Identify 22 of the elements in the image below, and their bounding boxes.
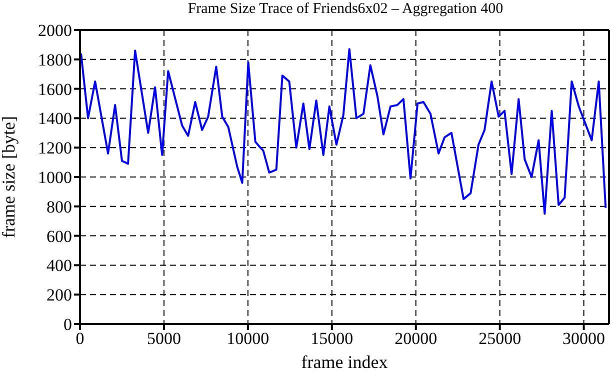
line-series (80, 48, 607, 215)
y-tick-label: 2000 (38, 21, 72, 40)
x-tick-label: 20000 (394, 329, 438, 348)
y-tick-label: 800 (46, 197, 72, 216)
y-tick-label: 600 (46, 226, 72, 246)
x-tick-label: 15000 (310, 329, 354, 348)
y-tick-label: 1400 (38, 109, 72, 128)
y-tick-label: 1200 (38, 138, 72, 158)
y-tick-label: 1000 (38, 168, 72, 188)
y-tick-label: 1800 (38, 50, 72, 70)
x-tick-label: 25000 (478, 329, 522, 348)
chart-title: Frame Size Trace of Friends6x02 – Aggregation 400 (186, 1, 504, 18)
x-tick-label: 30000 (562, 329, 606, 348)
x-tick-label: 5000 (146, 329, 181, 348)
x-tick-label: 0 (76, 329, 84, 348)
y-axis-title: frame size [byte] (0, 116, 18, 238)
y-tick-label: 0 (64, 315, 72, 334)
y-tick-label: 400 (46, 256, 72, 276)
y-tick-label: 1600 (38, 80, 72, 99)
x-axis-title: frame index (301, 352, 388, 372)
x-tick-label: 10000 (226, 329, 270, 348)
y-tick-label: 200 (46, 286, 72, 305)
